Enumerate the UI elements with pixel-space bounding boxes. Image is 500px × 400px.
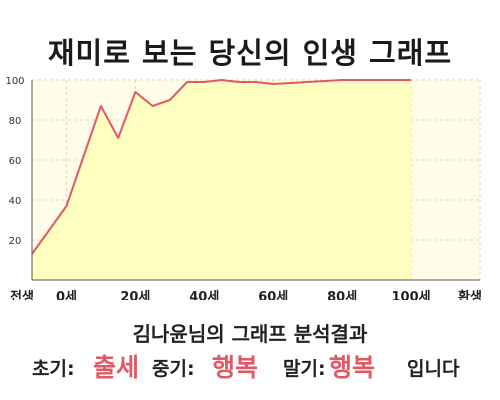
y-tick-label: 40 [9, 196, 22, 207]
x-tick-label: 0세 [56, 290, 77, 300]
x-tick-label: 20세 [120, 290, 150, 300]
analysis-subtitle: 김나윤님의 그래프 분석결과 [132, 322, 368, 346]
x-tick-label: 100세 [392, 290, 431, 300]
page-title: 재미로 보는 당신의 인생 그래프 [47, 36, 453, 70]
late-value: 행복 [329, 353, 376, 382]
result-row: 초기: 출세 중기: 행복 말기: 행복 입니다 [0, 345, 500, 385]
life-chart: 20 40 60 80 100 전생 0세 20세 40세 60세 80세 100세 환생 [5, 76, 482, 300]
x-tick-label: 60세 [258, 290, 288, 300]
y-tick-label: 80 [9, 116, 22, 127]
x-tick-label: 전생 [10, 289, 34, 300]
mid-label: 중기: [152, 358, 195, 380]
ending-text: 입니다 [407, 358, 460, 380]
y-tick-label: 100 [5, 76, 24, 87]
x-tick-label: 40세 [189, 290, 219, 300]
x-tick-label: 환생 [458, 289, 482, 300]
mid-value: 행복 [212, 353, 259, 382]
life-area [32, 80, 412, 280]
x-tick-label: 80세 [327, 290, 357, 300]
life-line [31, 79, 412, 255]
y-tick-label: 20 [9, 236, 22, 247]
y-tick-label: 60 [9, 156, 22, 167]
early-label: 초기: [32, 358, 75, 380]
early-value: 출세 [93, 353, 140, 382]
late-label: 말기: [283, 358, 326, 380]
